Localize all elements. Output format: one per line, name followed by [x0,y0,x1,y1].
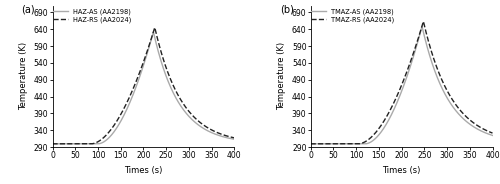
Line: HAZ-RS (AA2024): HAZ-RS (AA2024) [52,28,234,144]
TMAZ-AS (AA2198) [475,128,481,130]
TMAZ-RS (AA2024) [386,112,392,114]
HAZ-AS (AA2198) [150,31,156,33]
TMAZ-RS (AA2024) [490,132,496,134]
Line: HAZ-AS (AA2198): HAZ-AS (AA2198) [52,32,234,144]
HAZ-AS (AA2198) [216,135,222,137]
Line: TMAZ-RS (AA2024): TMAZ-RS (AA2024) [310,21,492,144]
HAZ-RS (AA2024) [136,73,142,76]
HAZ-RS (AA2024) [232,137,237,139]
Text: (b): (b) [280,4,293,14]
X-axis label: Times (s): Times (s) [124,166,162,175]
HAZ-RS (AA2024) [128,94,134,96]
Line: TMAZ-AS (AA2198): TMAZ-AS (AA2198) [310,26,492,144]
HAZ-RS (AA2024) [50,143,56,145]
Text: (a): (a) [22,4,35,14]
TMAZ-RS (AA2024) [484,130,490,132]
HAZ-RS (AA2024) [126,97,132,100]
HAZ-RS (AA2024) [152,26,158,29]
TMAZ-RS (AA2024) [420,20,426,22]
TMAZ-RS (AA2024) [308,143,314,145]
TMAZ-AS (AA2198) [440,89,446,91]
TMAZ-AS (AA2198) [394,101,400,104]
HAZ-AS (AA2198) [182,110,188,112]
Y-axis label: Temperature (K): Temperature (K) [278,42,286,110]
Y-axis label: Temperature (K): Temperature (K) [19,42,28,110]
TMAZ-AS (AA2198) [490,134,496,137]
TMAZ-AS (AA2198) [419,25,425,28]
HAZ-RS (AA2024) [182,105,188,107]
Legend: HAZ-AS (AA2198), HAZ-RS (AA2024): HAZ-AS (AA2198), HAZ-RS (AA2024) [52,7,132,23]
HAZ-AS (AA2198) [226,137,232,139]
TMAZ-AS (AA2198) [484,132,490,135]
HAZ-RS (AA2024) [216,132,222,135]
TMAZ-RS (AA2024) [440,81,446,83]
HAZ-AS (AA2198) [126,104,132,106]
TMAZ-RS (AA2024) [394,95,400,97]
TMAZ-RS (AA2024) [384,115,390,117]
HAZ-AS (AA2198) [232,138,237,140]
TMAZ-AS (AA2198) [308,143,314,145]
TMAZ-RS (AA2024) [475,125,481,127]
X-axis label: Times (s): Times (s) [382,166,421,175]
Legend: TMAZ-AS (AA2198), TMAZ-RS (AA2024): TMAZ-AS (AA2198), TMAZ-RS (AA2024) [310,7,395,23]
HAZ-AS (AA2198) [136,78,142,80]
HAZ-RS (AA2024) [226,135,232,138]
TMAZ-AS (AA2198) [384,122,390,124]
TMAZ-AS (AA2198) [386,119,392,121]
HAZ-AS (AA2198) [128,100,134,102]
HAZ-AS (AA2198) [50,143,56,145]
